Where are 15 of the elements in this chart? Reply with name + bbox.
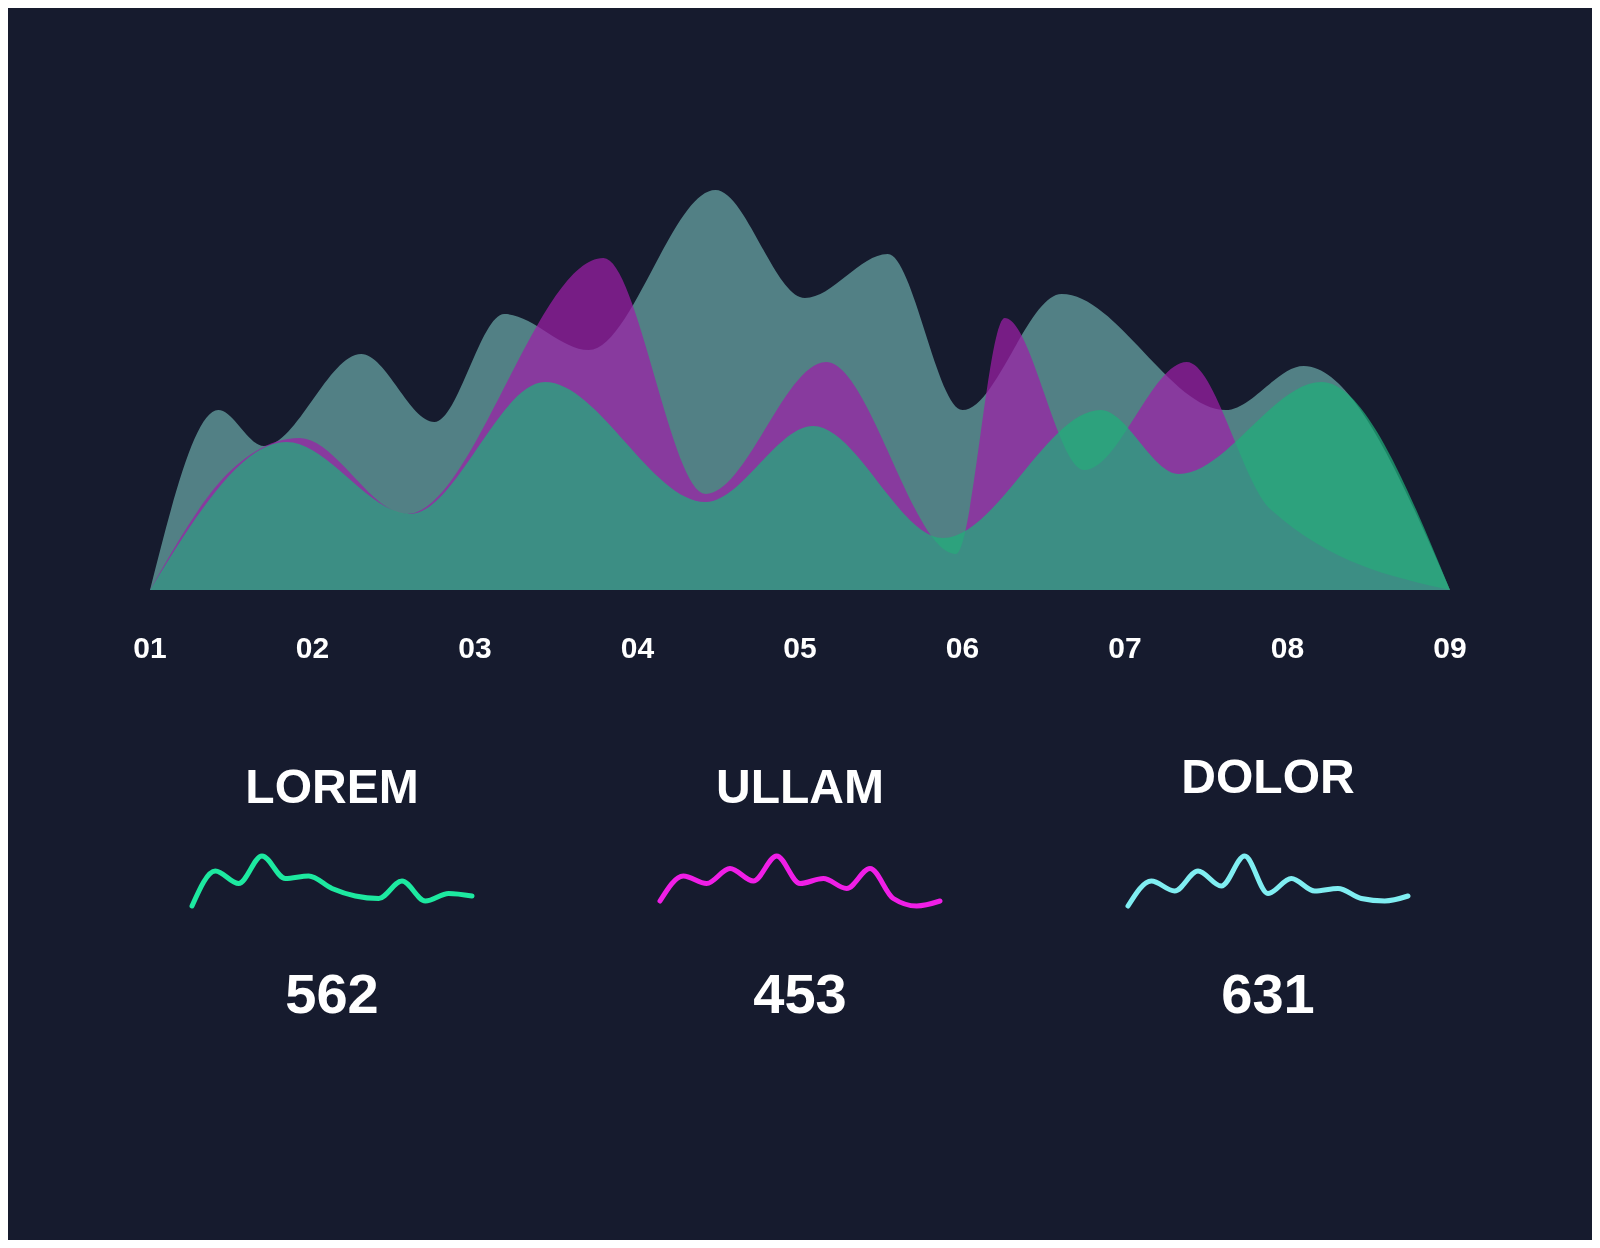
text: 562 <box>285 962 379 1025</box>
chart-title: DOLOR <box>1181 750 1355 803</box>
chart-title: ULLAM <box>716 760 884 813</box>
x-tick-label: 09 <box>1433 631 1467 664</box>
x-tick-label: 03 <box>458 631 492 664</box>
x-tick-label: 06 <box>945 631 980 664</box>
x-tick-label: 02 <box>295 631 330 664</box>
x-tick-label: 01 <box>133 631 167 664</box>
chart-title: LOREM <box>245 760 419 813</box>
x-tick-label: 05 <box>783 631 817 664</box>
x-tick-label: 08 <box>1270 631 1305 664</box>
x-tick-label: 04 <box>620 631 655 664</box>
text: 631 <box>1221 962 1315 1025</box>
text: 453 <box>753 962 847 1025</box>
x-tick-label: 07 <box>1108 631 1142 664</box>
